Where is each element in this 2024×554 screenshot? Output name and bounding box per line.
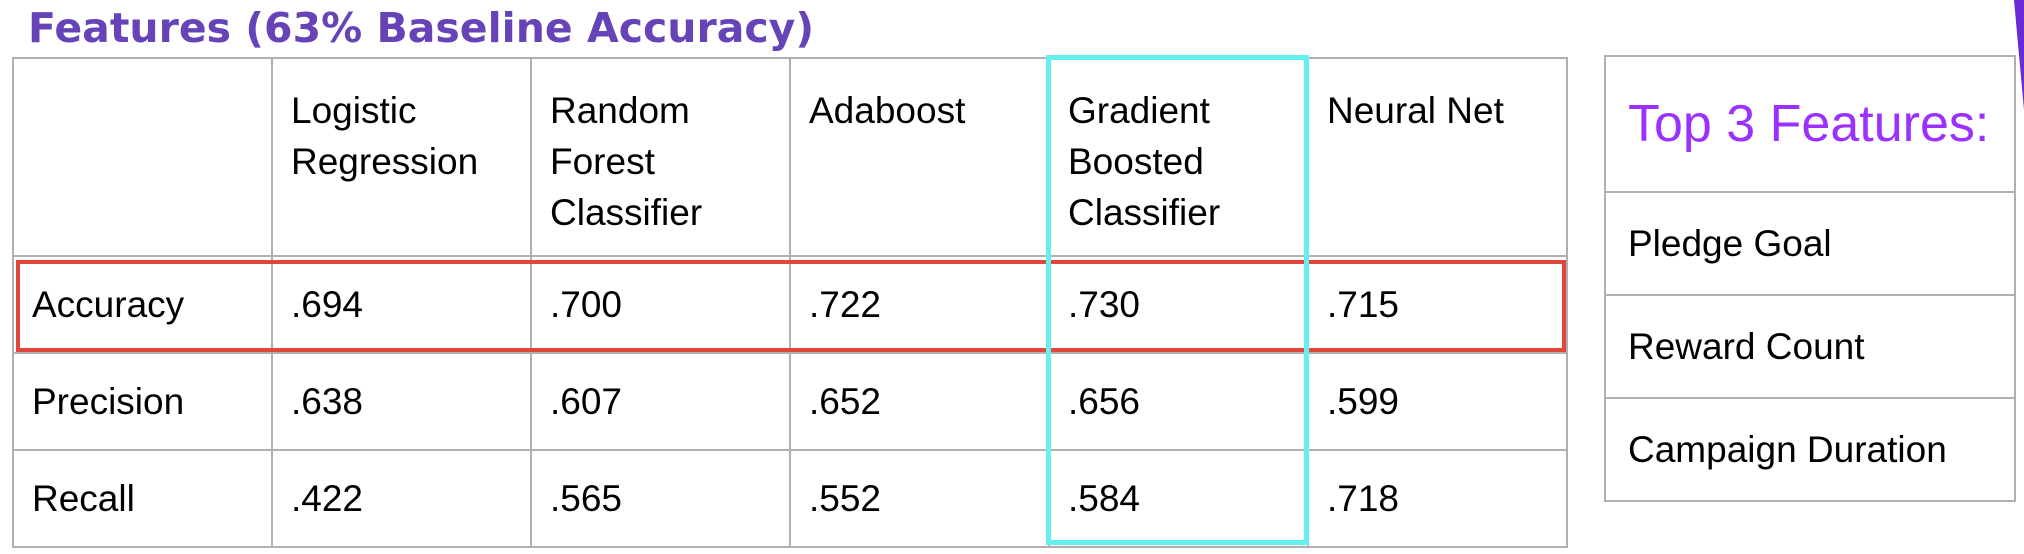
- table-row-precision: Precision .638 .607 .652 .656 .599: [12, 352, 1568, 451]
- features-header-row: Top 3 Features:: [1604, 55, 2016, 193]
- table-cell: .715: [1307, 255, 1568, 354]
- table-cell: .607: [530, 352, 791, 451]
- row-label-precision: Precision: [12, 352, 273, 451]
- table-cell: .694: [271, 255, 532, 354]
- table-cell: .599: [1307, 352, 1568, 451]
- header-cell-empty: [12, 57, 273, 257]
- table-cell: .652: [789, 352, 1050, 451]
- table-cell: .638: [271, 352, 532, 451]
- feature-item: Reward Count: [1604, 294, 2016, 399]
- features-header: Top 3 Features:: [1604, 55, 2016, 193]
- decorative-corner-triangle: [2014, 0, 2024, 110]
- table-cell: .584: [1048, 449, 1309, 548]
- table-cell: .656: [1048, 352, 1309, 451]
- header-cell-logistic-regression: Logistic Regression: [271, 57, 532, 257]
- table-header-row: Logistic Regression Random Forest Classi…: [12, 57, 1568, 257]
- table-cell: .422: [271, 449, 532, 548]
- feature-row: Reward Count: [1604, 294, 2016, 399]
- feature-row: Campaign Duration: [1604, 397, 2016, 502]
- header-cell-gradient-boosted: Gradient Boosted Classifier: [1048, 57, 1309, 257]
- table-row-accuracy: Accuracy .694 .700 .722 .730 .715: [12, 255, 1568, 354]
- table-cell: .718: [1307, 449, 1568, 548]
- top-features-table: Top 3 Features: Pledge Goal Reward Count…: [1604, 55, 2016, 502]
- table-row-recall: Recall .422 .565 .552 .584 .718: [12, 449, 1568, 548]
- table-cell: .722: [789, 255, 1050, 354]
- table-cell: .552: [789, 449, 1050, 548]
- row-label-recall: Recall: [12, 449, 273, 548]
- header-cell-adaboost: Adaboost: [789, 57, 1050, 257]
- model-results-table: Logistic Regression Random Forest Classi…: [12, 57, 1568, 548]
- table-cell: .730: [1048, 255, 1309, 354]
- header-cell-neural-net: Neural Net: [1307, 57, 1568, 257]
- feature-item: Pledge Goal: [1604, 191, 2016, 296]
- page-title: Features (63% Baseline Accuracy): [28, 4, 815, 52]
- table-cell: .700: [530, 255, 791, 354]
- row-label-accuracy: Accuracy: [12, 255, 273, 354]
- feature-item: Campaign Duration: [1604, 397, 2016, 502]
- feature-row: Pledge Goal: [1604, 191, 2016, 296]
- table-cell: .565: [530, 449, 791, 548]
- header-cell-random-forest: Random Forest Classifier: [530, 57, 791, 257]
